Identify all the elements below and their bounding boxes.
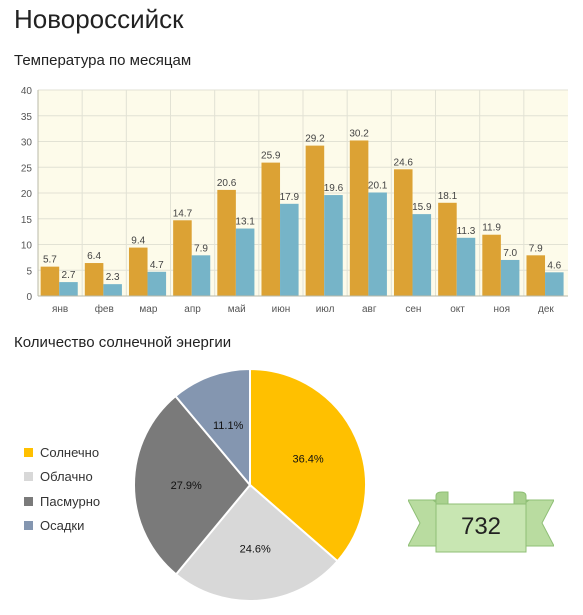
bar-data-label: 6.4 [87, 251, 101, 262]
bar-data-label: 24.6 [394, 157, 414, 168]
bar-data-label: 11.9 [482, 223, 501, 234]
y-tick-label: 15 [21, 215, 33, 226]
bar-s1-июл [305, 145, 325, 296]
bar-s1-сен [393, 169, 413, 296]
bar-s1-янв [40, 266, 60, 296]
legend-item-cloudy: Облачно [24, 465, 100, 490]
bar-data-label: 20.1 [368, 180, 388, 191]
x-tick-label: июл [316, 304, 335, 315]
pie-legend: Солнечно Облачно Пасмурно Осадки [24, 440, 100, 538]
bar-data-label: 25.9 [261, 151, 281, 162]
bar-s1-мар [128, 247, 148, 296]
pie-value-label-overcast: 27.9% [171, 480, 202, 492]
y-tick-label: 40 [21, 86, 33, 97]
bar-s2-дек [545, 272, 564, 296]
sun-energy-pie-chart: 36.4% 24.6% 27.9% 11.1% [133, 367, 367, 602]
bar-data-label: 2.3 [106, 272, 120, 283]
legend-swatch-overcast [24, 496, 33, 506]
bar-s2-сен [412, 214, 432, 296]
y-tick-label: 30 [21, 138, 33, 149]
legend-swatch-cloudy [24, 472, 33, 482]
x-tick-label: ноя [494, 304, 511, 315]
bar-data-label: 5.7 [43, 255, 57, 266]
pie-value-label-cloudy: 24.6% [240, 544, 271, 556]
bar-data-label: 2.7 [62, 270, 76, 281]
bar-s2-фев [103, 284, 122, 296]
bar-data-label: 29.2 [305, 134, 325, 145]
bar-data-label: 14.7 [173, 208, 193, 219]
bar-s1-авг [349, 140, 369, 296]
x-tick-label: мар [139, 304, 157, 315]
bar-s1-фев [84, 263, 104, 296]
bar-s1-дек [526, 255, 546, 296]
bar-data-label: 7.0 [503, 248, 517, 259]
bar-data-label: 13.1 [235, 217, 255, 228]
bar-data-label: 17.9 [280, 192, 300, 203]
pie-slice-precip [174, 367, 251, 488]
y-tick-label: 10 [21, 241, 33, 252]
y-tick-label: 20 [21, 189, 33, 200]
legend-label-sunny: Солнечно [40, 444, 100, 460]
bar-s1-ноя [482, 234, 501, 296]
legend-swatch-sunny [24, 447, 33, 457]
city-title: Новороссийск [14, 4, 184, 34]
bar-s1-май [217, 189, 236, 296]
sun-days-ribbon: 732 [408, 488, 554, 560]
bar-data-label: 4.6 [547, 260, 561, 271]
y-tick-label: 25 [21, 163, 33, 174]
bar-data-label: 18.1 [438, 191, 458, 202]
bar-data-label: 19.6 [324, 183, 344, 194]
bar-s2-ноя [500, 259, 520, 296]
x-tick-label: янв [52, 304, 68, 315]
bar-data-label: 7.9 [529, 243, 543, 254]
pie-slice-overcast [133, 394, 252, 576]
bar-data-label: 11.3 [457, 226, 476, 237]
temperature-chart-title: Температура по месяцам [14, 52, 192, 69]
bar-s2-авг [368, 192, 387, 296]
bar-s2-апр [191, 255, 211, 296]
legend-label-precip: Осадки [40, 518, 85, 534]
legend-item-precip: Осадки [24, 514, 100, 539]
bar-s1-июн [261, 162, 281, 296]
x-tick-label: июн [272, 304, 291, 315]
pie-slice-cloudy [174, 483, 339, 602]
bar-s2-май [235, 228, 255, 296]
y-tick-label: 35 [21, 112, 33, 123]
legend-label-cloudy: Облачно [40, 469, 93, 485]
x-tick-label: апр [184, 304, 201, 315]
x-tick-label: фев [95, 303, 114, 315]
pie-value-label-precip: 11.1% [213, 420, 244, 432]
bar-data-label: 15.9 [412, 202, 432, 213]
ribbon-shape [408, 491, 554, 553]
bar-s2-янв [59, 282, 78, 296]
x-tick-label: сен [405, 304, 421, 315]
sun-energy-title: Количество солнечной энергии [14, 334, 232, 351]
bar-s2-июл [324, 195, 343, 296]
bar-data-label: 30.2 [349, 128, 369, 139]
sun-days-value: 732 [460, 513, 502, 540]
legend-item-overcast: Пасмурно [24, 489, 100, 514]
legend-swatch-precip [24, 521, 33, 531]
y-tick-label: 0 [26, 292, 32, 303]
temperature-bar-chart: 0 5 10 15 20 25 30 35 40 5.7 2.7 янв 6.4 2.3 фев 9.4 4.7… [21, 86, 568, 315]
pie-slice-sunny [249, 367, 367, 563]
bar-data-label: 7.9 [194, 243, 208, 254]
bar-s1-окт [438, 202, 457, 296]
x-tick-label: авг [362, 304, 377, 315]
legend-item-sunny: Солнечно [24, 440, 100, 465]
x-tick-label: май [228, 304, 246, 315]
bar-data-label: 20.6 [217, 178, 237, 189]
bar-s2-июн [280, 203, 299, 296]
x-tick-label: дек [538, 304, 554, 315]
y-tick-label: 5 [26, 266, 32, 277]
x-tick-label: окт [450, 304, 465, 315]
bar-s1-апр [173, 220, 192, 296]
bar-data-label: 4.7 [150, 260, 164, 271]
bar-s2-окт [456, 237, 476, 296]
bar-data-label: 9.4 [131, 236, 145, 247]
bar-s2-мар [147, 271, 167, 296]
legend-label-overcast: Пасмурно [40, 493, 101, 509]
pie-value-label-sunny: 36.4% [292, 454, 323, 466]
